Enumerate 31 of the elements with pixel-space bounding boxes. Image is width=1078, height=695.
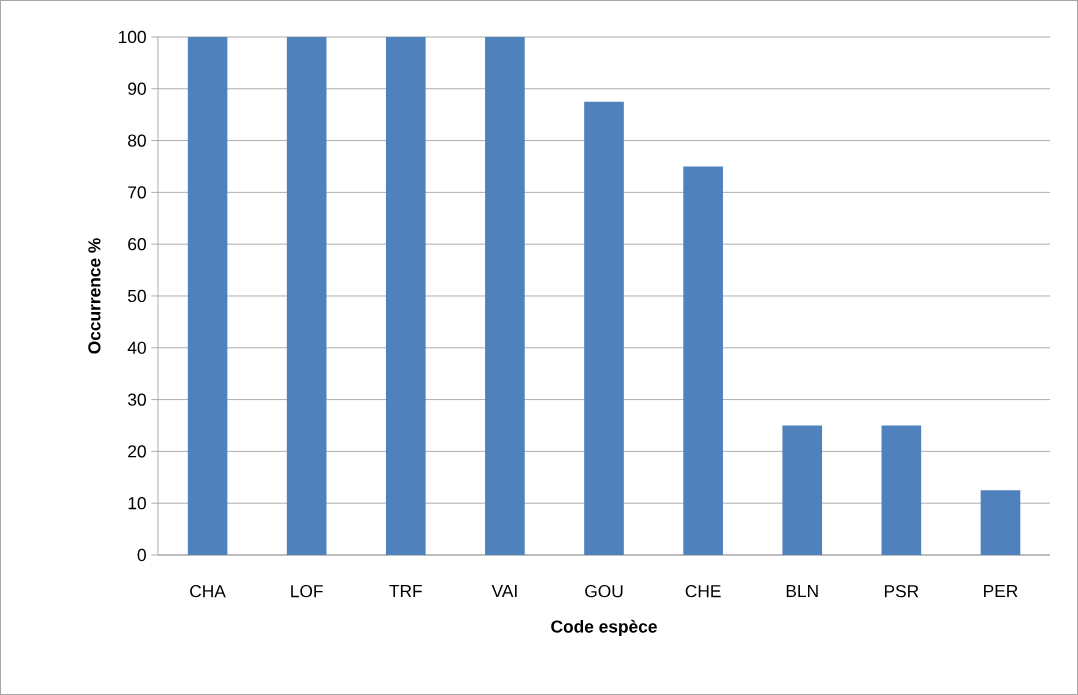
y-tick-label: 0 — [137, 548, 146, 562]
y-tick-label: 100 — [119, 30, 146, 44]
bar — [385, 36, 426, 556]
bar — [683, 166, 723, 556]
bar — [584, 101, 624, 556]
y-tick-label: 20 — [128, 445, 146, 458]
x-tick-label: CHE — [685, 585, 721, 598]
bar — [980, 490, 1021, 556]
x-tick-label: CHA — [190, 585, 226, 598]
y-tick-label: 90 — [128, 82, 146, 95]
y-tick-label: 10 — [128, 497, 146, 510]
bar — [485, 36, 525, 556]
bar — [286, 36, 327, 556]
bar — [187, 36, 228, 556]
y-tick-label: 50 — [128, 289, 146, 303]
x-tick-label: GOU — [585, 585, 623, 598]
y-tick-label: 80 — [128, 134, 146, 147]
y-tick-label: 70 — [128, 186, 146, 199]
x-tick-label: TRF — [389, 585, 422, 597]
y-tick-label: 60 — [128, 238, 146, 251]
y-axis-title: Occurrence % — [88, 238, 101, 354]
x-tick-label: VAI — [491, 585, 517, 597]
x-tick-label: PSR — [884, 585, 919, 598]
y-tick-label: 40 — [127, 341, 146, 354]
x-axis-title: Code espèce — [551, 619, 657, 637]
x-tick-label: LOF — [291, 585, 323, 598]
y-tick-label: 30 — [127, 393, 146, 406]
x-tick-label: BLN — [786, 585, 818, 597]
bar — [782, 425, 823, 556]
x-tick-label: PER — [984, 585, 1018, 597]
bar — [881, 425, 922, 556]
